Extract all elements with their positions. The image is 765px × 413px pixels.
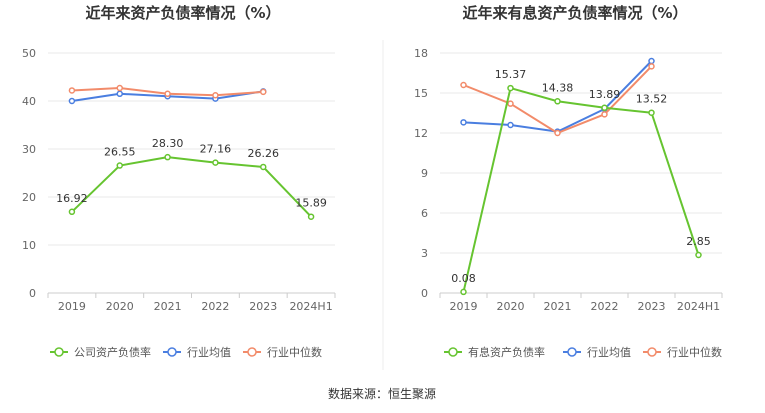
legend-item-company: 有息资产负债率 — [444, 345, 545, 359]
data-label: 2.85 — [686, 235, 711, 248]
chart-debt-ratio: 近年来资产负债率情况（%） 0 10 20 30 40 50 2019 2020 2021 2022… — [22, 4, 336, 359]
chart-interest-bearing-debt-ratio: 近年来有息资产负债率情况（%） 0 3 6 9 12 15 18 2019 2020 2021 202… — [414, 4, 723, 359]
data-label: 15.89 — [295, 197, 327, 210]
data-point-company — [507, 84, 514, 92]
x-tick-label: 2023 — [249, 300, 277, 313]
legend-item-median: 行业中位数 — [643, 345, 722, 359]
data-point-company — [460, 288, 467, 296]
data-point-median — [554, 129, 561, 137]
legend-marker — [167, 347, 177, 357]
legend-label: 公司资产负债率 — [74, 345, 151, 359]
x-tick-label: 2022 — [201, 300, 229, 313]
data-point-company — [307, 213, 315, 220]
y-tick-label: 30 — [22, 143, 36, 156]
legend-marker — [567, 347, 577, 357]
data-label: 26.55 — [104, 146, 136, 159]
legend-item-median: 行业中位数 — [243, 345, 322, 359]
data-point-median — [648, 63, 655, 70]
data-point-avg — [648, 57, 655, 65]
legend-label: 行业中位数 — [267, 345, 322, 359]
x-tick-label: 2019 — [58, 300, 86, 313]
chart-title: 近年来有息资产负债率情况（%） — [462, 4, 687, 22]
data-label: 0.08 — [451, 272, 476, 285]
data-point-median — [68, 87, 76, 94]
data-point-company — [212, 159, 219, 166]
data-point-company — [601, 104, 608, 112]
x-tick-label: 2020 — [497, 300, 525, 313]
data-label: 28.30 — [152, 137, 184, 150]
data-point-company — [164, 153, 171, 161]
data-point-company — [116, 162, 123, 169]
series-line-company — [71, 156, 312, 218]
data-point-avg — [68, 97, 76, 105]
x-tick-label: 2019 — [450, 300, 478, 313]
data-label: 16.92 — [56, 192, 88, 205]
data-point-company — [554, 98, 561, 105]
data-label: 26.26 — [248, 147, 280, 160]
y-tick-label: 20 — [22, 191, 36, 204]
x-tick-label: 2023 — [638, 300, 666, 313]
data-point-median — [164, 90, 171, 98]
data-label: 13.89 — [589, 88, 621, 101]
legend-label: 行业中位数 — [667, 345, 722, 359]
y-tick-label: 18 — [414, 47, 428, 60]
data-source: 数据来源：恒生聚源 — [328, 386, 436, 401]
data-point-median — [116, 84, 123, 92]
y-tick-label: 0 — [421, 287, 428, 300]
x-tick-label: 2022 — [591, 300, 619, 313]
legend-label: 行业均值 — [187, 346, 231, 359]
data-point-company — [68, 208, 76, 216]
y-tick-label: 9 — [421, 167, 428, 180]
data-point-median — [460, 81, 467, 89]
data-label: 27.16 — [200, 143, 232, 156]
legend-item-avg: 行业均值 — [163, 346, 231, 359]
data-point-median — [260, 88, 267, 96]
data-label: 14.38 — [542, 81, 574, 94]
x-tick-label: 2020 — [106, 300, 134, 313]
data-point-avg — [507, 121, 514, 129]
legend-label: 行业均值 — [587, 346, 631, 359]
legend-item-company: 公司资产负债率 — [50, 345, 151, 359]
y-tick-label: 6 — [421, 207, 428, 220]
data-point-median — [212, 91, 219, 99]
x-tick-label: 2021 — [154, 300, 182, 313]
legend-marker — [54, 347, 64, 357]
data-point-avg — [116, 90, 123, 98]
data-point-company — [260, 163, 267, 171]
y-tick-label: 10 — [22, 239, 36, 252]
data-point-company — [695, 251, 702, 259]
legend-item-avg: 行业均值 — [563, 346, 631, 359]
y-tick-label: 15 — [414, 87, 428, 100]
data-point-median — [601, 111, 608, 118]
data-label: 15.37 — [495, 68, 527, 81]
y-tick-label: 40 — [22, 95, 36, 108]
series-line-company — [462, 87, 700, 293]
legend-label: 有息资产负债率 — [468, 345, 545, 359]
x-tick-label: 2024H1 — [677, 300, 720, 313]
data-point-avg — [460, 119, 467, 126]
x-tick-label: 2021 — [544, 300, 572, 313]
legend-marker — [247, 347, 257, 357]
y-tick-label: 50 — [22, 47, 36, 60]
y-tick-label: 12 — [414, 127, 428, 140]
chart-title: 近年来资产负债率情况（%） — [85, 4, 280, 22]
y-tick-label: 0 — [29, 287, 36, 300]
x-tick-label: 2024H1 — [289, 300, 332, 313]
legend-marker — [448, 347, 458, 357]
data-point-median — [507, 100, 514, 107]
data-point-company — [648, 109, 655, 116]
legend-marker — [647, 347, 657, 357]
data-label: 13.52 — [636, 93, 668, 106]
y-tick-label: 3 — [421, 247, 428, 260]
